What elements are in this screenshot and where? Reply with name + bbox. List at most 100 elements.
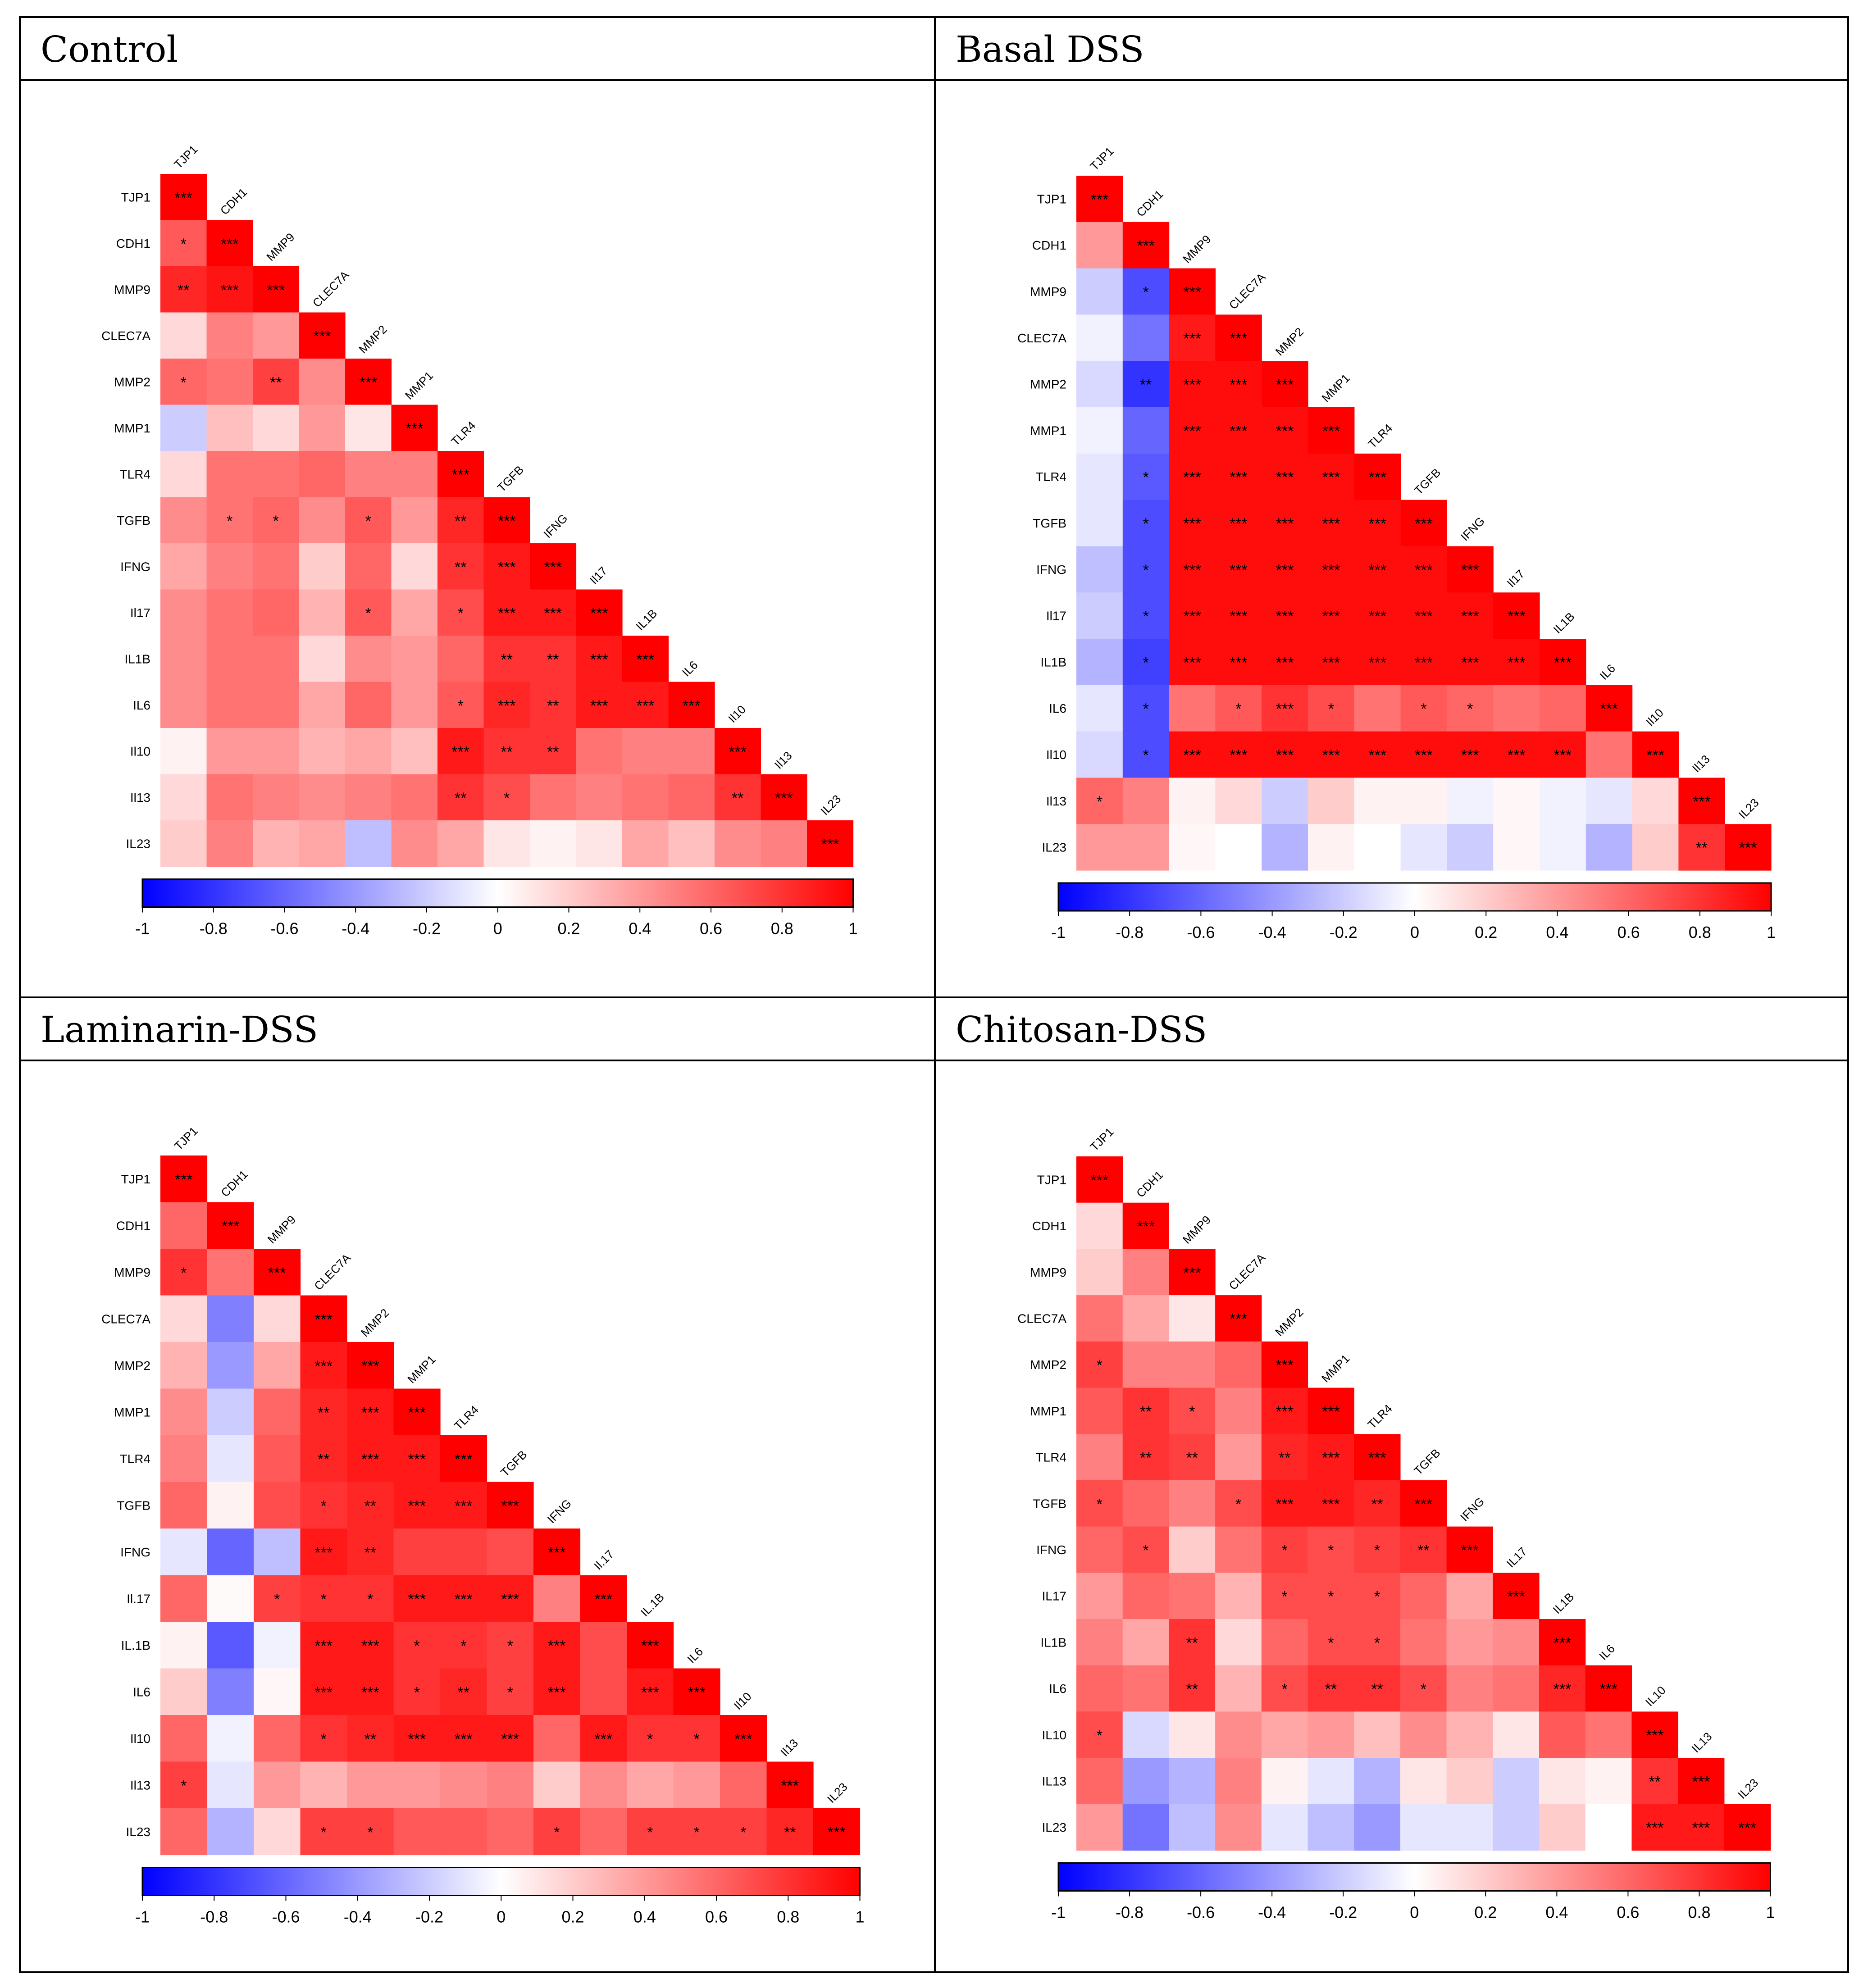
heatmap-cell xyxy=(1540,639,1586,686)
heatmap-cell xyxy=(347,1482,394,1529)
heatmap-cell xyxy=(576,728,623,775)
significance-label: *** xyxy=(498,513,516,530)
heatmap-cell xyxy=(160,1342,208,1389)
significance-label: *** xyxy=(1090,1172,1108,1189)
heatmap-cell xyxy=(1122,778,1170,824)
significance-label: *** xyxy=(1368,1450,1386,1467)
column-label: MMP9 xyxy=(265,1213,298,1246)
significance-label: *** xyxy=(1276,1357,1294,1374)
heatmap-cell xyxy=(254,1388,301,1436)
significance-label: * xyxy=(273,513,279,530)
heatmap-cell xyxy=(393,1668,441,1715)
row-label: IL23 xyxy=(1042,1820,1067,1834)
significance-label: *** xyxy=(1322,562,1340,579)
significance-label: *** xyxy=(1646,1820,1664,1837)
heatmap-cell xyxy=(347,1575,394,1622)
significance-label: * xyxy=(367,1824,373,1841)
row-label: MMP1 xyxy=(1030,423,1066,437)
heatmap-cell xyxy=(1540,685,1586,732)
row-label: MMP9 xyxy=(1030,285,1066,299)
colorbar-tick-label: -0.2 xyxy=(415,1908,443,1926)
heatmap-cell xyxy=(391,774,438,821)
heatmap-cell xyxy=(206,359,253,405)
row-label: IL6 xyxy=(133,1685,150,1699)
significance-label: ** xyxy=(270,374,282,391)
heatmap-cell xyxy=(253,405,300,451)
heatmap-cell xyxy=(1122,1665,1169,1712)
heatmap-cell xyxy=(530,636,577,682)
heatmap-cell xyxy=(1169,1804,1216,1851)
significance-label: *** xyxy=(361,1404,379,1421)
significance-label: ** xyxy=(1649,1773,1661,1790)
heatmap-cell xyxy=(1308,1388,1354,1434)
heatmap-cell xyxy=(1308,500,1355,546)
significance-label: *** xyxy=(221,1218,239,1235)
heatmap-cell xyxy=(1354,685,1401,732)
colorbar-tick-label: 0 xyxy=(493,919,502,938)
heatmap-cell xyxy=(1354,1711,1401,1758)
heatmap-cell xyxy=(299,589,346,636)
heatmap-cell xyxy=(1539,1665,1586,1712)
heatmap-cell xyxy=(1122,1711,1169,1758)
heatmap-cell xyxy=(1076,639,1123,686)
heatmap-cell xyxy=(627,1808,674,1856)
heatmap-cell xyxy=(1122,407,1170,454)
heatmap-cell xyxy=(1724,1804,1771,1851)
heatmap-cell xyxy=(1122,500,1170,546)
column-label: CLEC7A xyxy=(310,268,352,310)
panel-body: ****************************************… xyxy=(21,1061,934,1971)
heatmap-cell xyxy=(347,1715,394,1762)
column-label: IL1B xyxy=(1550,1590,1576,1616)
panel-body: ****************************************… xyxy=(21,81,934,996)
heatmap-cell xyxy=(1586,824,1633,871)
significance-label: *** xyxy=(1553,1634,1571,1651)
heatmap-cell xyxy=(1215,314,1262,361)
heatmap-cell xyxy=(1308,1711,1354,1758)
heatmap-cell xyxy=(1585,1758,1632,1805)
heatmap-cell xyxy=(160,1761,208,1809)
heatmap-cell xyxy=(533,1529,581,1576)
heatmap-cell xyxy=(1122,453,1170,500)
column-label: IL1B xyxy=(1550,610,1577,636)
heatmap-cell xyxy=(347,1622,394,1669)
significance-label: *** xyxy=(314,1638,333,1655)
column-label: TJP1 xyxy=(172,1124,200,1153)
colorbar xyxy=(1057,882,1772,912)
row-label: TLR4 xyxy=(120,467,150,481)
heatmap-cell xyxy=(1446,1573,1493,1620)
significance-label: *** xyxy=(1276,423,1294,440)
heatmap-cell xyxy=(1540,824,1586,871)
heatmap-cell xyxy=(206,820,253,867)
significance-label: ** xyxy=(1140,1403,1152,1420)
heatmap-cell xyxy=(1585,1665,1632,1712)
significance-label: *** xyxy=(636,697,654,714)
heatmap-cell xyxy=(160,543,207,590)
row-label: IL23 xyxy=(126,837,151,851)
heatmap-cell xyxy=(1169,1249,1216,1296)
significance-label: ** xyxy=(547,743,559,760)
heatmap-cell xyxy=(347,1529,394,1576)
significance-label: *** xyxy=(594,1731,612,1748)
significance-label: *** xyxy=(455,1591,473,1608)
significance-label: *** xyxy=(451,466,469,483)
heatmap-cell xyxy=(206,312,253,359)
significance-label: *** xyxy=(1276,747,1294,764)
column-label: MMP9 xyxy=(1180,1213,1213,1246)
heatmap-cell xyxy=(1076,546,1123,593)
significance-label: * xyxy=(367,1591,373,1608)
heatmap-cell xyxy=(1122,361,1170,408)
heatmap-cell xyxy=(1215,1665,1262,1712)
heatmap-cell xyxy=(1308,1665,1354,1712)
heatmap-cell xyxy=(160,1715,208,1762)
heatmap-cell xyxy=(1122,1573,1169,1620)
heatmap-cell xyxy=(487,1529,534,1576)
significance-label: *** xyxy=(1368,469,1386,486)
heatmap-cell xyxy=(1493,1804,1540,1851)
colorbar-tick-label: -0.2 xyxy=(1329,1903,1357,1922)
column-label: MMP1 xyxy=(402,368,436,402)
correlation-heatmap-laminarin-dss: ******* ********* ***** *** ***** *** *** **** *… xyxy=(101,1124,864,1926)
heatmap-cell xyxy=(1122,824,1170,871)
heatmap-cell xyxy=(393,1575,441,1622)
heatmap-cell xyxy=(1215,546,1262,593)
heatmap-cell xyxy=(345,451,392,498)
